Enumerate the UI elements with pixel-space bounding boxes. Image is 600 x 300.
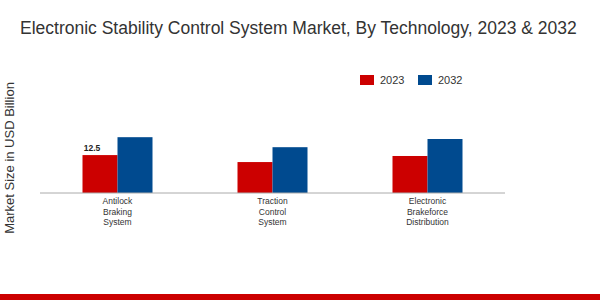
footer-strip bbox=[0, 294, 600, 300]
legend-label: 2032 bbox=[438, 74, 462, 86]
x-tick-label: TractionControlSystem bbox=[257, 196, 288, 227]
legend-label: 2023 bbox=[380, 74, 404, 86]
legend-swatch bbox=[360, 75, 374, 85]
bar bbox=[273, 147, 308, 193]
background bbox=[0, 0, 600, 300]
x-tick-label-line: Distribution bbox=[406, 217, 449, 227]
data-labels: 12.5 bbox=[84, 143, 101, 153]
bars bbox=[83, 137, 463, 193]
x-axis-line bbox=[40, 193, 505, 194]
x-tick-label-line: Control bbox=[259, 207, 287, 217]
title: Electronic Stability Control System Mark… bbox=[20, 18, 577, 38]
x-tick-label-line: Electronic bbox=[409, 196, 447, 206]
x-tick-label-line: System bbox=[258, 217, 286, 227]
y-axis-label: Market Size in USD Billion bbox=[2, 82, 17, 234]
legend-swatch bbox=[418, 75, 432, 85]
bar bbox=[428, 139, 463, 193]
bar bbox=[83, 155, 118, 193]
x-tick-label: ElectronicBrakeforceDistribution bbox=[406, 196, 449, 227]
bar bbox=[393, 156, 428, 193]
bar bbox=[238, 162, 273, 193]
bar bbox=[118, 137, 153, 193]
x-tick-label: AntilockBrakingSystem bbox=[103, 196, 134, 227]
x-tick-label-line: Braking bbox=[103, 207, 132, 217]
data-label: 12.5 bbox=[84, 143, 101, 153]
x-tick-label-line: Traction bbox=[257, 196, 288, 206]
chart-svg: Electronic Stability Control System Mark… bbox=[0, 0, 600, 300]
x-tick-label-line: System bbox=[103, 217, 131, 227]
chart-container: Electronic Stability Control System Mark… bbox=[0, 0, 600, 300]
x-tick-label-line: Brakeforce bbox=[407, 207, 448, 217]
x-tick-label-line: Antilock bbox=[103, 196, 134, 206]
